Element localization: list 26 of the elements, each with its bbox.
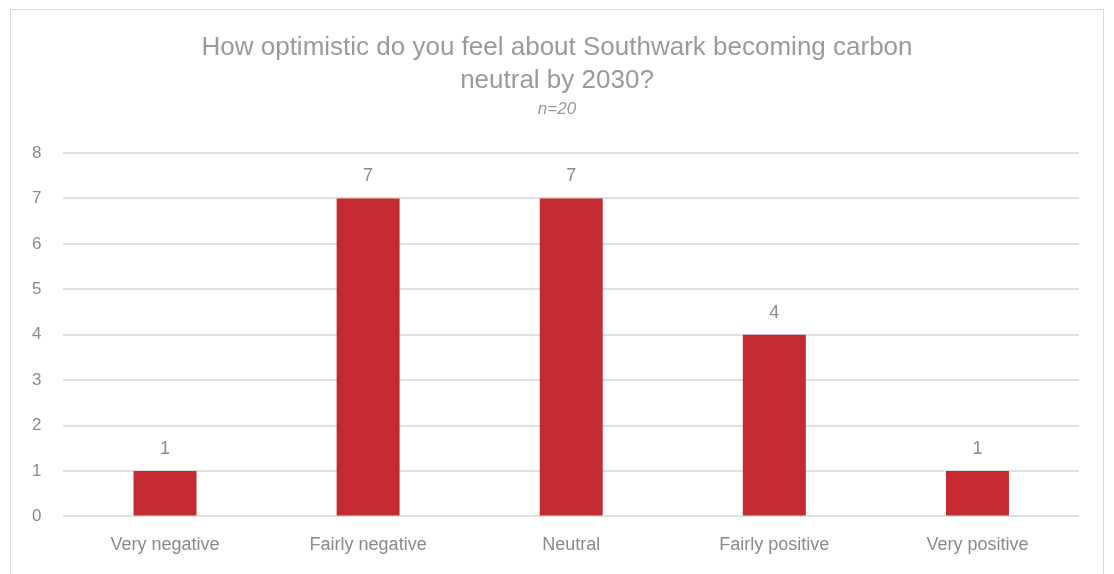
x-tick-label: Neutral [542,534,601,555]
x-tick-label: Fairly negative [309,534,427,555]
data-label: 1 [972,437,983,458]
chart-title: How optimistic do you feel about Southwark becoming carbon neutral by 2030? [200,30,914,96]
y-tick-label: 8 [31,142,42,162]
data-label: 7 [363,165,374,186]
bar [539,198,603,516]
y-tick-label: 6 [31,233,42,253]
y-tick-label: 0 [31,506,42,526]
x-tick-label: Very positive [926,534,1029,555]
y-tick-label: 7 [31,188,42,208]
data-label: 7 [566,165,577,186]
x-tick-label: Very negative [110,534,220,555]
chart-subtitle: n=20 [536,99,578,119]
y-tick-label: 1 [31,460,42,480]
y-tick-label: 3 [31,369,42,389]
x-tick-label: Fairly positive [719,534,830,555]
bar [945,470,1009,516]
y-tick-label: 2 [31,415,42,435]
bar [742,334,806,516]
y-tick-label: 5 [31,278,42,298]
data-label: 4 [769,301,780,322]
data-label: 1 [160,437,171,458]
bar [336,198,400,516]
y-tick-label: 4 [31,324,42,344]
bar [133,470,197,516]
